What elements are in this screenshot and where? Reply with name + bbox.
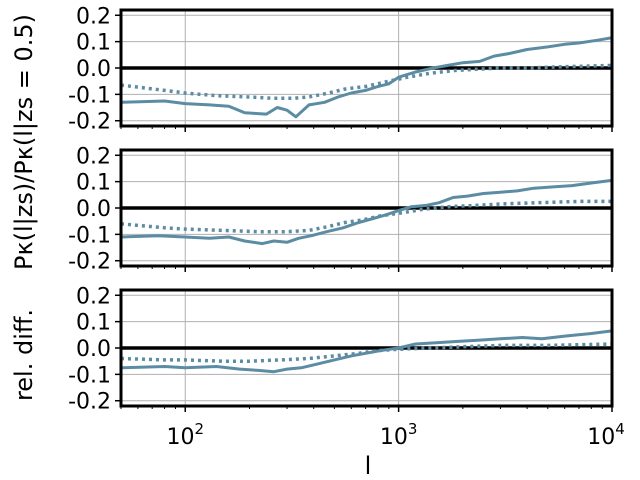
series-solid-line — [121, 329, 612, 374]
y-tick-label: -0.1 — [68, 83, 111, 108]
y-tick-label: -0.2 — [68, 250, 111, 275]
x-tick-label: 104 — [587, 420, 625, 450]
y-tick-label: -0.2 — [68, 110, 111, 135]
series-dotted-line — [121, 63, 612, 101]
x-tick-label: 103 — [380, 420, 418, 450]
y-tick-label: 0.0 — [76, 57, 111, 82]
y-tick-label: 0.0 — [76, 337, 111, 362]
x-tick-label: 102 — [166, 420, 204, 450]
y-axis-label-line-1: rel. diff. — [10, 309, 38, 401]
panel-3: -0.2-0.10.00.10.2 — [68, 284, 614, 415]
y-tick-label: 0.1 — [76, 31, 111, 56]
y-tick-label: 0.2 — [76, 284, 111, 309]
series-dotted-line — [121, 199, 612, 234]
y-tick-label: 0.0 — [76, 197, 111, 222]
y-tick-label: 0.1 — [76, 171, 111, 196]
panel-frame — [119, 8, 614, 128]
y-tick-label: -0.1 — [68, 223, 111, 248]
y-tick-label: -0.2 — [68, 390, 111, 415]
y-tick-label: -0.1 — [68, 363, 111, 388]
series-solid-line — [121, 36, 612, 119]
y-axis-label-line-2: Pκ(l|zs)/Pκ(l|zs = 0.5) — [10, 14, 38, 270]
panel-1: -0.2-0.10.00.10.2 — [68, 4, 614, 135]
y-tick-label: 0.1 — [76, 311, 111, 336]
series-dotted-line — [121, 342, 612, 363]
panel-2: -0.2-0.10.00.10.2 — [68, 144, 614, 275]
panel-frame — [119, 148, 614, 268]
y-tick-label: 0.2 — [76, 4, 111, 29]
x-axis-label: l — [365, 452, 372, 480]
panel-frame — [119, 288, 614, 408]
y-tick-label: 0.2 — [76, 144, 111, 169]
